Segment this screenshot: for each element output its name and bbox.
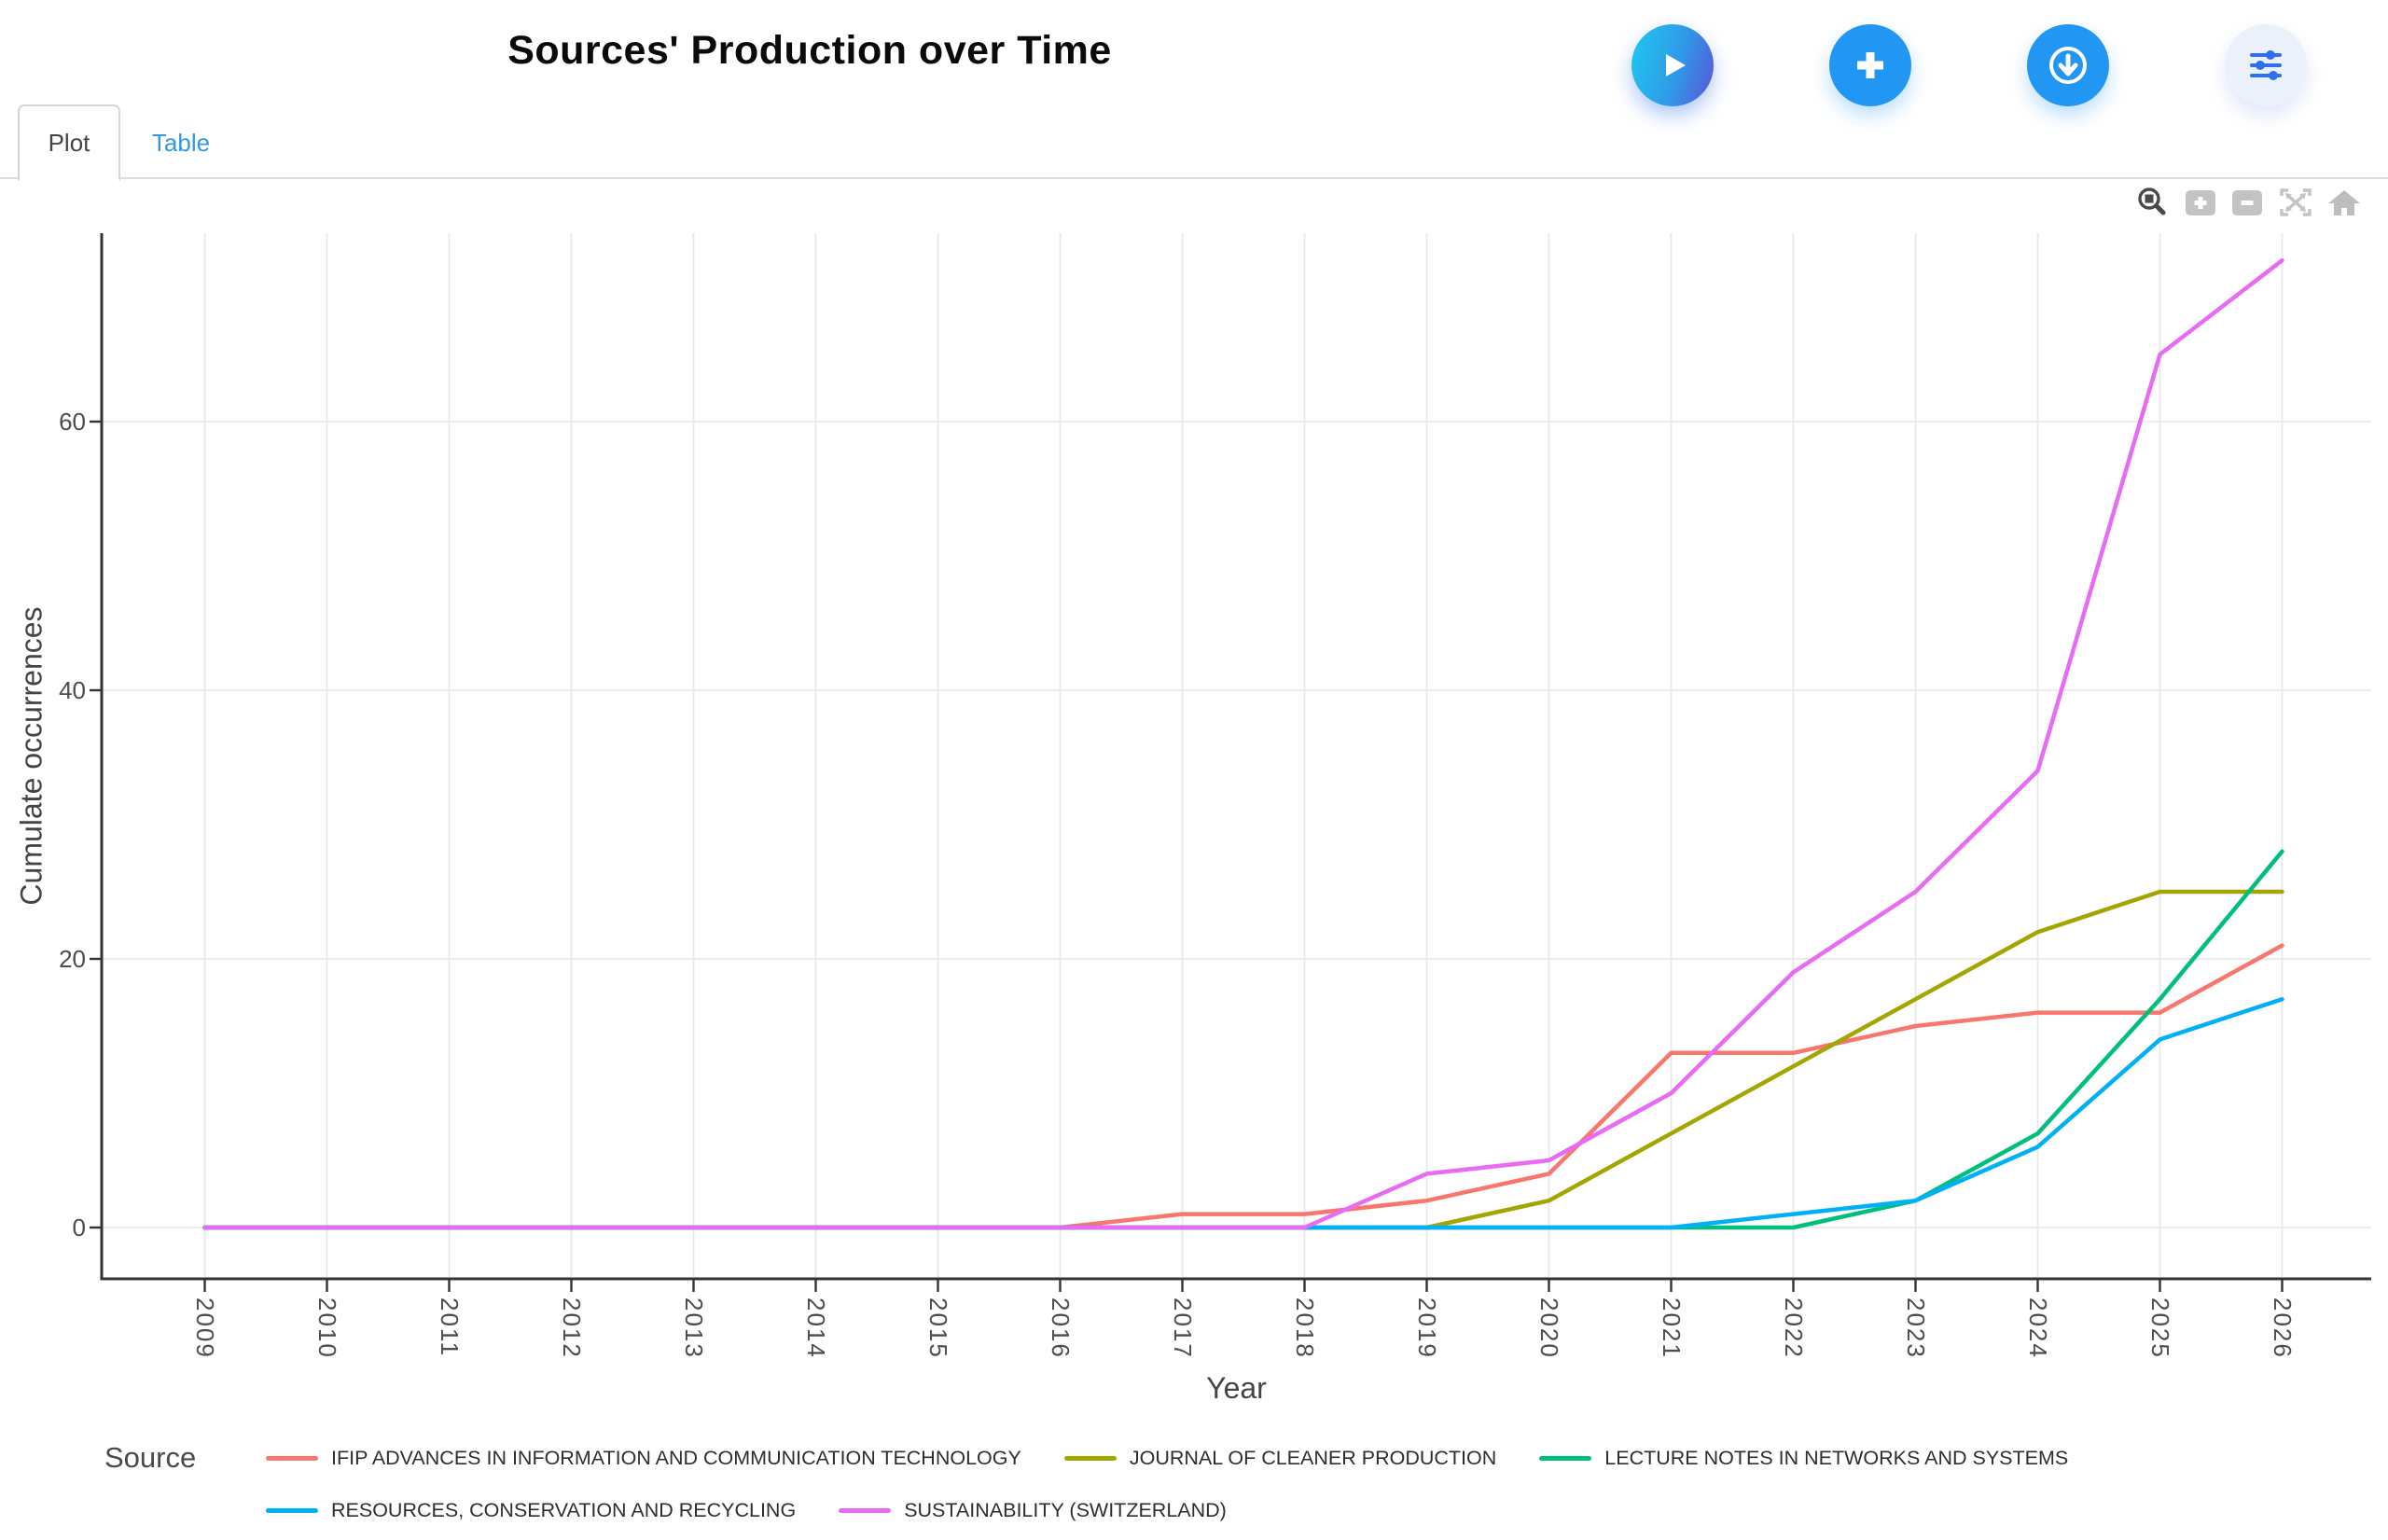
x-tick-label: 2016 [1046,1297,1075,1359]
box-zoom-icon[interactable] [2134,185,2172,220]
x-tick-label: 2024 [2023,1297,2052,1359]
legend-label: SUSTAINABILITY (SWITZERLAND) [904,1498,1227,1521]
x-tick-label: 2021 [1657,1297,1686,1359]
y-tick-label: 40 [59,676,86,704]
play-button[interactable] [1631,24,1714,106]
x-tick-label: 2022 [1779,1297,1808,1359]
settings-button[interactable] [2225,24,2307,106]
x-tick-label: 2020 [1534,1297,1563,1359]
play-icon [1654,47,1691,84]
legend-item[interactable]: LECTURE NOTES IN NETWORKS AND SYSTEMS [1539,1441,2068,1475]
tab-table[interactable]: Table [124,104,238,181]
tab-plot-label: Plot [48,128,90,157]
legend-title: Source [104,1441,197,1474]
download-circle-icon [2044,41,2092,90]
legend-swatch-icon [266,1507,318,1513]
zoom-in-icon[interactable] [2183,187,2218,218]
tabbar-divider [0,177,2388,179]
x-axis-title: Year [1206,1371,1267,1405]
legend-swatch-icon [1063,1455,1117,1461]
legend-item[interactable]: JOURNAL OF CLEANER PRODUCTION [1063,1441,1497,1475]
series-line [202,943,2284,1230]
plotly-modebar [2134,185,2362,220]
y-tick-label: 60 [59,408,86,436]
x-tick-label: 2013 [679,1297,708,1359]
chart-legend: Source IFIP ADVANCES IN INFORMATION AND … [104,1441,2315,1527]
legend-label: JOURNAL OF CLEANER PRODUCTION [1129,1446,1497,1469]
page-title: Sources' Production over Time [507,28,1112,73]
series-line [202,257,2284,1230]
legend-swatch-icon [266,1455,318,1461]
x-tick-label: 2009 [190,1297,219,1359]
y-tick-label: 0 [72,1214,86,1242]
plus-icon [1850,45,1891,86]
legend-item[interactable]: RESOURCES, CONSERVATION AND RECYCLING [266,1493,796,1527]
x-tick-label: 2015 [923,1297,952,1359]
zoom-out-icon[interactable] [2229,187,2265,218]
legend-swatch-icon [1539,1455,1592,1461]
x-tick-label: 2017 [1168,1297,1197,1359]
y-tick-label: 20 [59,945,86,973]
series-line [202,996,2284,1230]
x-tick-label: 2018 [1290,1297,1319,1359]
tab-plot[interactable]: Plot [18,104,120,181]
download-button[interactable] [2027,24,2109,106]
x-tick-label: 2010 [312,1297,341,1359]
x-tick-label: 2014 [801,1297,830,1359]
legend-label: LECTURE NOTES IN NETWORKS AND SYSTEMS [1604,1446,2069,1469]
legend-label: IFIP ADVANCES IN INFORMATION AND COMMUNI… [331,1446,1021,1469]
x-tick-label: 2025 [2145,1297,2174,1359]
x-tick-label: 2023 [1901,1297,1930,1359]
reset-axes-icon[interactable] [2326,187,2362,218]
x-tick-label: 2019 [1412,1297,1441,1359]
x-tick-label: 2026 [2268,1297,2297,1359]
legend-label: RESOURCES, CONSERVATION AND RECYCLING [331,1498,797,1521]
tab-table-label: Table [151,128,211,157]
autoscale-icon[interactable] [2276,186,2315,219]
series-line [202,849,2284,1230]
x-tick-label: 2011 [435,1297,464,1357]
y-axis-title: Cumulate occurrences [14,606,49,906]
legend-item[interactable]: SUSTAINABILITY (SWITZERLAND) [839,1493,1227,1527]
sliders-icon [2244,44,2287,87]
legend-swatch-icon [839,1507,892,1513]
add-button[interactable] [1829,24,1911,106]
legend-item[interactable]: IFIP ADVANCES IN INFORMATION AND COMMUNI… [266,1441,1021,1475]
x-tick-label: 2012 [557,1297,586,1359]
